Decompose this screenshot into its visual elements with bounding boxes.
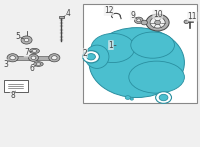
Circle shape: [21, 36, 32, 44]
Bar: [11, 56, 54, 60]
Text: 1: 1: [109, 41, 113, 50]
Bar: [83, 4, 197, 103]
Text: 9: 9: [130, 11, 135, 20]
Ellipse shape: [34, 62, 43, 66]
Circle shape: [52, 56, 57, 60]
Circle shape: [125, 96, 130, 99]
Ellipse shape: [91, 34, 135, 63]
Bar: [59, 16, 64, 18]
Circle shape: [87, 54, 95, 60]
Text: 12: 12: [104, 6, 114, 15]
Circle shape: [29, 54, 38, 61]
Text: 3: 3: [3, 60, 8, 69]
Ellipse shape: [85, 45, 109, 68]
Ellipse shape: [129, 61, 184, 93]
Ellipse shape: [36, 63, 41, 65]
Ellipse shape: [89, 28, 184, 97]
Circle shape: [24, 38, 29, 42]
Circle shape: [7, 54, 18, 62]
Circle shape: [83, 51, 99, 63]
Circle shape: [134, 17, 143, 24]
Circle shape: [150, 17, 165, 28]
Circle shape: [130, 98, 133, 100]
Text: 7: 7: [24, 48, 29, 57]
Circle shape: [184, 20, 189, 24]
Circle shape: [10, 56, 15, 60]
Circle shape: [49, 54, 60, 62]
Text: 6: 6: [29, 64, 34, 73]
Circle shape: [137, 19, 141, 22]
Text: 10: 10: [153, 10, 162, 19]
Circle shape: [155, 20, 161, 25]
Ellipse shape: [29, 48, 39, 54]
Circle shape: [31, 56, 36, 60]
Text: 8: 8: [10, 91, 15, 100]
Circle shape: [141, 20, 147, 25]
Circle shape: [159, 94, 168, 101]
Text: 5: 5: [15, 32, 20, 41]
FancyBboxPatch shape: [4, 80, 28, 92]
Ellipse shape: [32, 50, 37, 52]
Text: 11: 11: [188, 12, 197, 21]
Circle shape: [156, 92, 172, 103]
Text: 4: 4: [66, 9, 71, 18]
Circle shape: [146, 14, 169, 31]
Text: 2: 2: [83, 49, 87, 58]
Ellipse shape: [131, 32, 174, 58]
